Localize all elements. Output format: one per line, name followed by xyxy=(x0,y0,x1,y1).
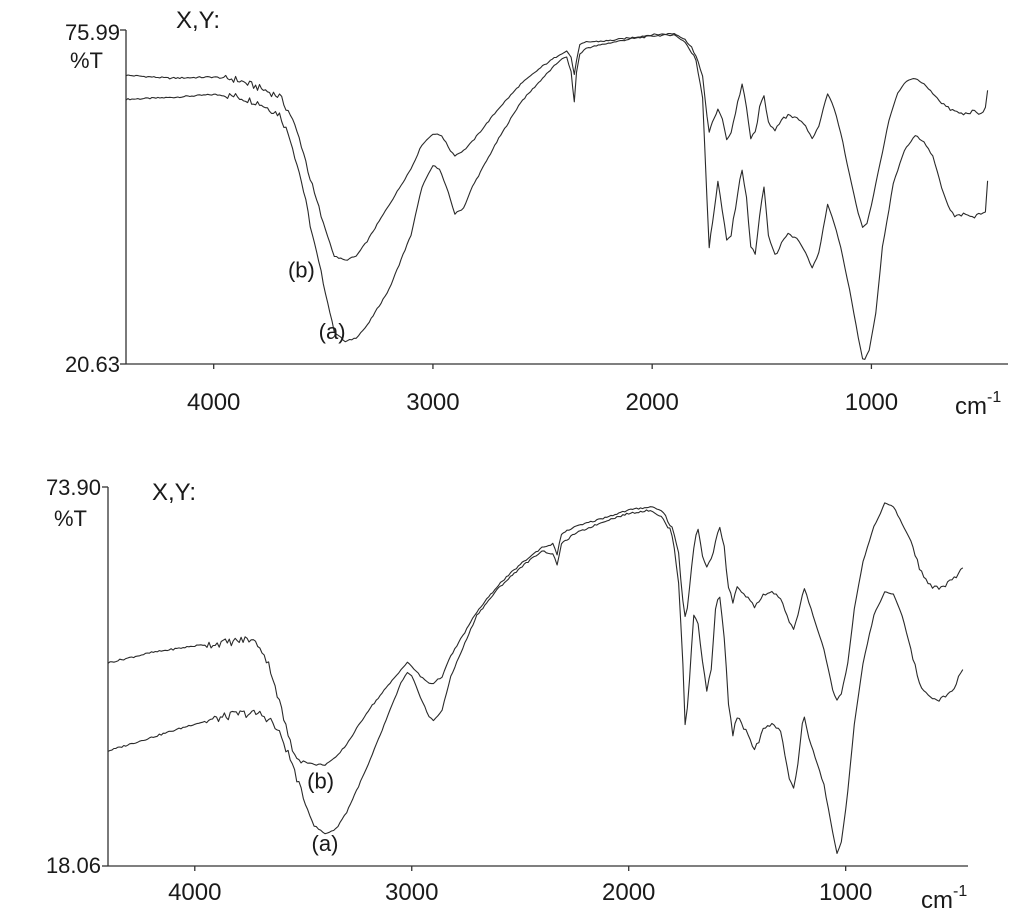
bottom-x-tick-label-4000: 4000 xyxy=(168,879,221,906)
top-header-label: X,Y: xyxy=(176,7,220,34)
bottom-header-label: X,Y: xyxy=(152,479,196,506)
bottom-series-b-label: (b) xyxy=(307,768,334,793)
bottom-series-a-line xyxy=(107,509,964,854)
top-series-a-line xyxy=(125,34,989,360)
bottom-series-a-label: (a) xyxy=(312,831,339,856)
top-series-b-line xyxy=(125,32,989,261)
bottom-series-group: (a) (b) xyxy=(107,502,964,856)
bottom-x-tick-label-3000: 3000 xyxy=(385,879,438,906)
top-ylabel: %T xyxy=(70,48,103,73)
top-x-ticks: 4000 3000 2000 1000 xyxy=(187,364,898,416)
bottom-x-ticks: 4000 3000 2000 1000 xyxy=(168,866,872,906)
bottom-ymax-label: 73.90 xyxy=(46,475,101,500)
top-series-a-label: (a) xyxy=(319,319,346,344)
top-x-tick-label-2000: 2000 xyxy=(625,389,678,416)
top-x-tick-label-3000: 3000 xyxy=(406,389,459,416)
bottom-chart: X,Y: 73.90 %T 18.06 4000 3000 2000 1000 cm-… xyxy=(46,475,968,914)
top-series-group: (a) (b) xyxy=(125,32,989,360)
bottom-ymin-label: 18.06 xyxy=(46,853,101,878)
top-x-tick-label-1000: 1000 xyxy=(845,389,898,416)
bottom-series-b-line xyxy=(107,502,964,766)
bottom-x-tick-label-2000: 2000 xyxy=(602,879,655,906)
top-ymax-label: 75.99 xyxy=(65,20,120,45)
top-series-b-label: (b) xyxy=(288,257,315,282)
bottom-xlabel: cm-1 xyxy=(921,883,967,914)
bottom-ylabel: %T xyxy=(54,506,87,531)
bottom-x-tick-label-1000: 1000 xyxy=(819,879,872,906)
top-ymin-label: 20.63 xyxy=(65,352,120,377)
top-xlabel: cm-1 xyxy=(955,389,1001,420)
top-chart: X,Y: 75.99 %T 20.63 4000 3000 2000 1000 cm-… xyxy=(65,7,1008,420)
top-x-tick-label-4000: 4000 xyxy=(187,389,240,416)
